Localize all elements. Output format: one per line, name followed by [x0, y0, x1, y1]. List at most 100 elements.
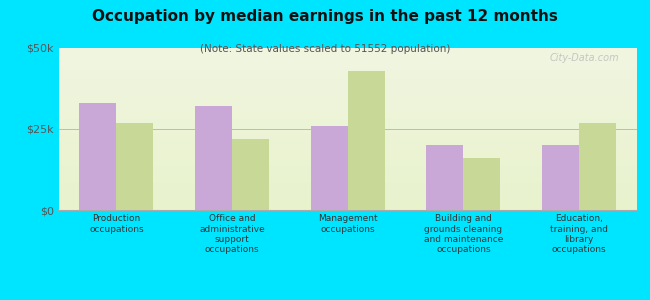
Bar — [58, 176, 637, 177]
Bar — [58, 79, 637, 80]
Bar — [58, 181, 637, 182]
Bar — [58, 186, 637, 187]
Bar — [58, 203, 637, 204]
Bar — [58, 57, 637, 58]
Bar — [58, 56, 637, 57]
Bar — [58, 81, 637, 82]
Bar — [58, 61, 637, 62]
Bar — [58, 106, 637, 107]
Bar — [58, 136, 637, 137]
Bar — [58, 174, 637, 175]
Bar — [58, 187, 637, 188]
Bar — [58, 158, 637, 159]
Bar — [58, 94, 637, 95]
Bar — [58, 159, 637, 160]
Bar — [58, 73, 637, 74]
Bar — [58, 179, 637, 180]
Bar — [58, 121, 637, 122]
Bar — [58, 117, 637, 118]
Bar — [58, 63, 637, 64]
Bar — [58, 64, 637, 65]
Bar — [58, 177, 637, 178]
Bar — [58, 78, 637, 79]
Bar — [58, 202, 637, 203]
Bar — [426, 145, 463, 210]
Bar — [58, 124, 637, 125]
Bar — [58, 199, 637, 200]
Bar — [58, 207, 637, 208]
Bar — [58, 118, 637, 119]
Bar — [58, 175, 637, 176]
Bar — [58, 172, 637, 173]
Text: Occupation by median earnings in the past 12 months: Occupation by median earnings in the pas… — [92, 9, 558, 24]
Bar — [58, 155, 637, 156]
Bar — [58, 101, 637, 102]
Bar — [58, 96, 637, 97]
Bar — [58, 188, 637, 189]
Bar — [58, 146, 637, 147]
Bar — [58, 154, 637, 155]
Bar — [58, 48, 637, 49]
Bar — [58, 201, 637, 202]
Bar — [58, 62, 637, 63]
Bar — [58, 140, 637, 141]
Bar — [58, 86, 637, 87]
Bar — [58, 205, 637, 206]
Bar — [58, 111, 637, 112]
Bar — [58, 141, 637, 142]
Bar — [58, 150, 637, 151]
Bar — [58, 92, 637, 93]
Bar — [58, 50, 637, 51]
Bar — [58, 71, 637, 72]
Bar — [58, 143, 637, 144]
Bar — [58, 105, 637, 106]
Bar — [58, 120, 637, 121]
Bar — [58, 75, 637, 76]
Bar — [58, 100, 637, 101]
Bar — [58, 51, 637, 52]
Bar — [58, 165, 637, 166]
Bar — [58, 113, 637, 114]
Bar — [79, 103, 116, 210]
Bar — [58, 149, 637, 150]
Bar — [58, 74, 637, 75]
Bar — [58, 83, 637, 84]
Bar — [58, 209, 637, 210]
Bar — [58, 116, 637, 117]
Bar — [58, 204, 637, 205]
Bar — [58, 65, 637, 66]
Bar — [58, 126, 637, 127]
Bar — [58, 147, 637, 148]
Bar — [58, 178, 637, 179]
Bar — [58, 142, 637, 143]
Bar — [58, 192, 637, 193]
Bar — [58, 163, 637, 164]
Bar — [58, 60, 637, 61]
Bar — [58, 112, 637, 113]
Bar — [58, 118, 637, 119]
Bar — [58, 102, 637, 103]
Bar — [58, 88, 637, 89]
Bar — [58, 49, 637, 50]
Bar — [58, 198, 637, 199]
Bar — [58, 133, 637, 134]
Bar — [58, 139, 637, 140]
Bar — [348, 71, 385, 210]
Bar — [116, 122, 153, 210]
Bar — [58, 171, 637, 172]
Bar — [58, 153, 637, 154]
Bar — [58, 197, 637, 198]
Bar — [58, 189, 637, 190]
Bar — [58, 184, 637, 185]
Bar — [58, 95, 637, 96]
Bar — [58, 182, 637, 183]
Bar — [58, 89, 637, 90]
Bar — [58, 130, 637, 131]
Bar — [58, 185, 637, 186]
Bar — [58, 135, 637, 136]
Bar — [58, 72, 637, 73]
Text: City-Data.com: City-Data.com — [550, 53, 619, 63]
Bar — [58, 194, 637, 195]
Bar — [58, 122, 637, 123]
Bar — [579, 122, 616, 210]
